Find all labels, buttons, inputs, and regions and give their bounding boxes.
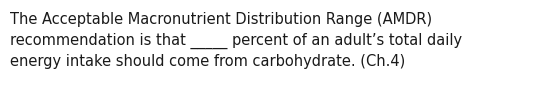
- Text: The Acceptable Macronutrient Distribution Range (AMDR)
recommendation is that __: The Acceptable Macronutrient Distributio…: [10, 12, 462, 69]
